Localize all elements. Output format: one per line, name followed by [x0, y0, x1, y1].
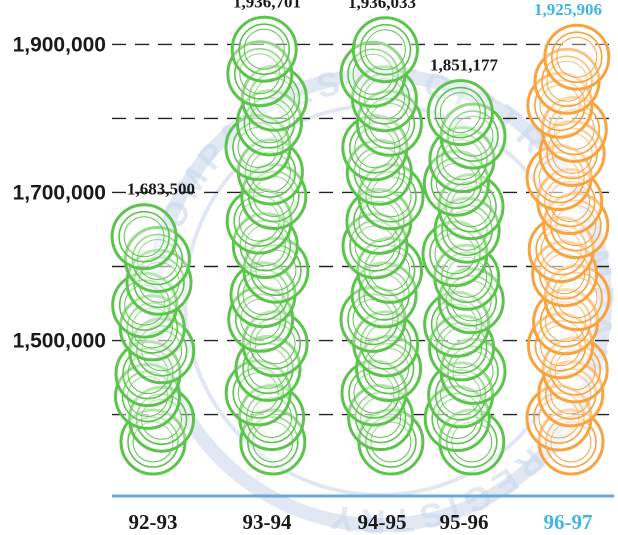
- stamp: [439, 102, 507, 170]
- stamp: [433, 243, 501, 311]
- stamp: [427, 361, 495, 429]
- y-axis-ticks: 1,900,000 1,700,000 1,500,000: [13, 33, 106, 352]
- value-labels: 1,683,500 1,936,701 1,936,033 1,851,177 1,92…: [127, 0, 602, 199]
- bar-95-96: [421, 79, 507, 476]
- bar-94-95: [339, 16, 425, 476]
- bar-92-93: [110, 203, 196, 476]
- stamp-stacks: [110, 15, 611, 476]
- x-tick-label: 93-94: [243, 510, 292, 534]
- value-label: 1,851,177: [430, 56, 499, 75]
- value-label: 1,936,701: [233, 0, 301, 11]
- x-tick-label: 96-97: [544, 510, 593, 534]
- value-label: 1,936,033: [348, 0, 416, 12]
- y-tick-label: 1,700,000: [13, 181, 106, 204]
- x-tick-label: 94-95: [358, 510, 407, 534]
- watermark-outer-ring: [148, 68, 612, 532]
- stamp: [426, 79, 494, 147]
- stamp: [110, 203, 178, 271]
- value-label: 1,925,906: [534, 0, 602, 19]
- x-axis-ticks: 92-93 93-94 94-95 95-96 96-97: [129, 510, 593, 534]
- stamp: [532, 288, 600, 356]
- y-tick-label: 1,500,000: [13, 330, 106, 353]
- stamp: [230, 15, 298, 83]
- stamp: [543, 23, 611, 91]
- bar-96-97: [525, 23, 611, 476]
- bar-93-94: [224, 15, 310, 476]
- value-label: 1,683,500: [127, 180, 195, 199]
- x-tick-label: 95-96: [440, 510, 489, 534]
- y-tick-label: 1,900,000: [13, 33, 106, 56]
- x-tick-label: 92-93: [129, 510, 178, 534]
- stamp: [351, 16, 419, 84]
- stamp: [236, 138, 304, 206]
- stamp: [352, 310, 420, 378]
